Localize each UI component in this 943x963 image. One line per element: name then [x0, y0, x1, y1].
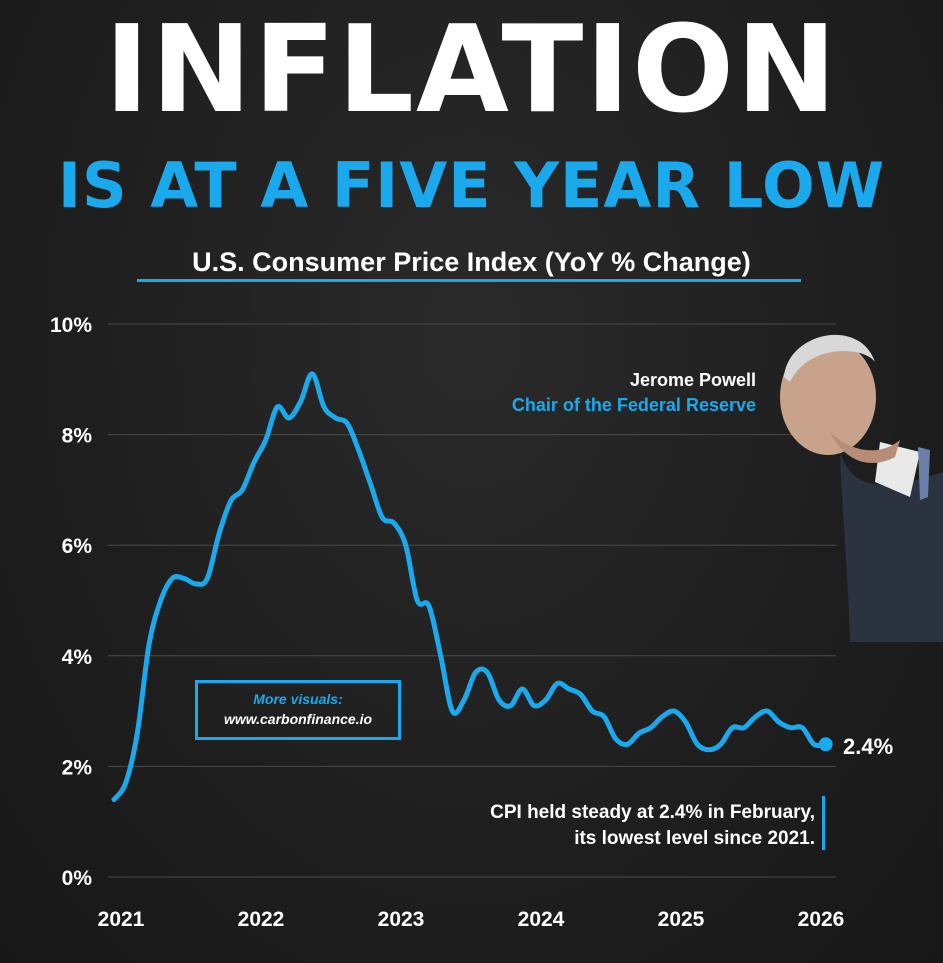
cpi-note: CPI held steady at 2.4% in February, its…	[490, 800, 815, 852]
latest-value-label: 2.4%	[843, 734, 894, 759]
x-tick-label: 2026	[798, 908, 845, 931]
x-tick-label: 2024	[518, 908, 565, 931]
title-underline	[137, 279, 801, 282]
chart-title: U.S. Consumer Price Index (YoY % Change)	[192, 247, 751, 277]
y-tick-label: 8%	[62, 425, 93, 448]
note-line-1: CPI held steady at 2.4% in February,	[490, 802, 815, 823]
promo-url[interactable]: www.carbonfinance.io	[223, 711, 373, 727]
x-tick-label: 2023	[378, 908, 425, 931]
promo-label: More visuals:	[253, 691, 343, 707]
y-tick-label: 6%	[62, 535, 93, 558]
speaker-name: Jerome Powell	[629, 370, 756, 390]
y-axis-tick-labels: 0% 2% 4% 6% 8% 10%	[50, 314, 92, 890]
x-axis-tick-labels: 2021 2022 2023 2024 2025 2026	[98, 908, 845, 931]
cpi-latest-point	[818, 737, 833, 752]
y-tick-label: 2%	[62, 756, 93, 779]
headline-inflation: INFLATION	[104, 1, 839, 140]
x-tick-label: 2021	[98, 908, 145, 931]
note-accent-bar	[822, 796, 825, 850]
y-tick-label: 0%	[62, 867, 93, 890]
x-tick-label: 2022	[238, 908, 285, 931]
cpi-series-line	[111, 371, 829, 803]
headline-subtitle: IS AT A FIVE YEAR LOW	[57, 149, 886, 222]
y-tick-label: 10%	[50, 314, 92, 337]
note-line-2: its lowest level since 2021.	[574, 828, 815, 849]
y-tick-label: 4%	[62, 646, 93, 669]
speaker-portrait	[780, 334, 943, 642]
grid-lines	[108, 323, 836, 878]
x-tick-label: 2025	[658, 908, 705, 931]
speaker-role: Chair of the Federal Reserve	[511, 395, 756, 415]
promo-box: More visuals: www.carbonfinance.io	[195, 680, 401, 740]
